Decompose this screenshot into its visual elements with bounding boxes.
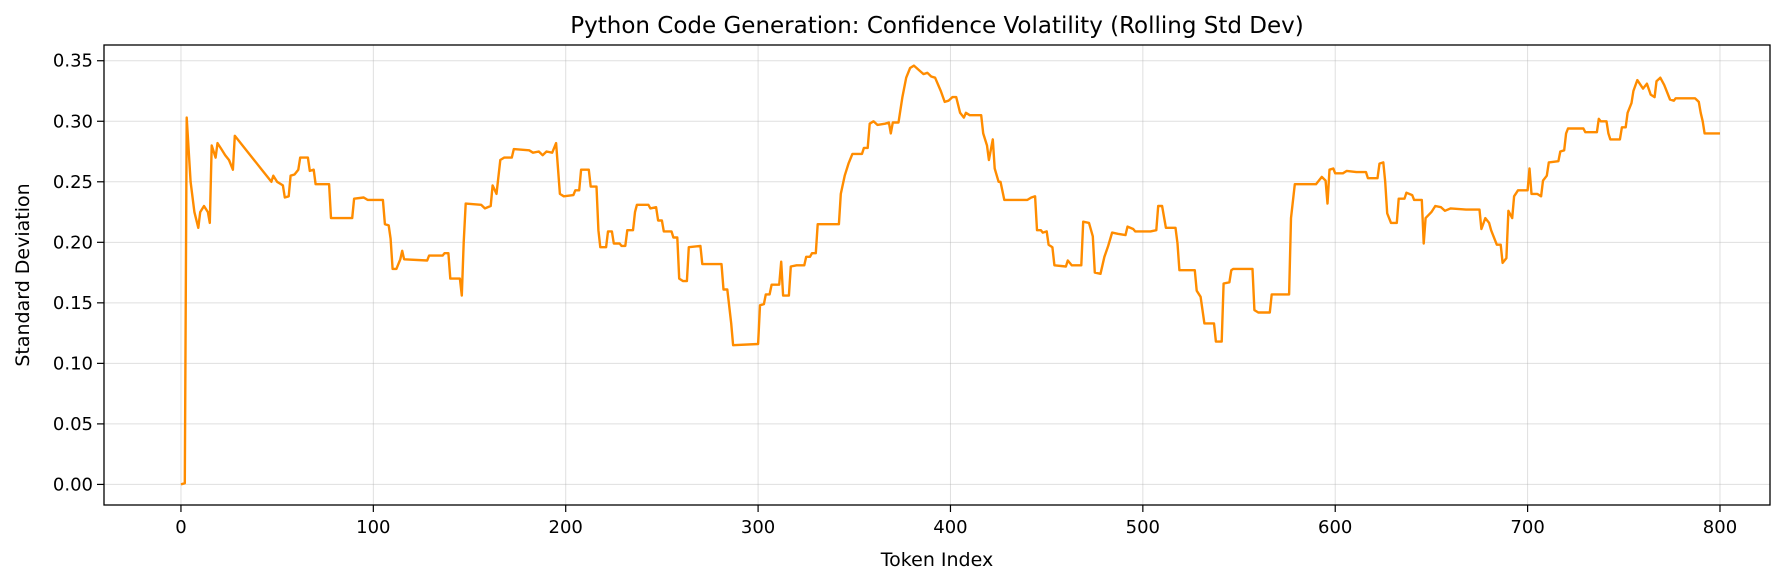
series-line xyxy=(180,64,1720,486)
x-tick-label: 0 xyxy=(175,517,186,538)
series-layer xyxy=(180,64,1720,486)
y-axis-label: Standard Deviation xyxy=(12,183,34,366)
y-tick-label: 0.20 xyxy=(53,232,93,253)
y-tick-label: 0.15 xyxy=(53,293,93,314)
y-tick-label: 0.05 xyxy=(53,414,93,435)
plot-frame xyxy=(103,44,1771,506)
y-tick-label: 0.30 xyxy=(53,111,93,132)
y-tick-label: 0.10 xyxy=(53,353,93,374)
chart-title: Python Code Generation: Confidence Volat… xyxy=(570,13,1303,39)
x-tick-label: 700 xyxy=(1510,517,1544,538)
x-tick-label: 800 xyxy=(1703,517,1737,538)
x-tick-label: 600 xyxy=(1318,517,1352,538)
grid xyxy=(104,45,1770,505)
y-tick-label: 0.00 xyxy=(53,474,93,495)
x-tick-label: 500 xyxy=(1126,517,1160,538)
y-tick-label: 0.25 xyxy=(53,172,93,193)
x-tick-label: 200 xyxy=(549,517,583,538)
x-axis-label: Token Index xyxy=(880,549,993,571)
x-tick-label: 300 xyxy=(741,517,775,538)
x-tick-label: 100 xyxy=(356,517,390,538)
ticks: 0 100 200 300 400 500 600 700 800 0.00 0.05 0.10 0.1… xyxy=(53,51,1737,538)
y-tick-label: 0.35 xyxy=(53,51,93,72)
x-tick-label: 400 xyxy=(933,517,967,538)
